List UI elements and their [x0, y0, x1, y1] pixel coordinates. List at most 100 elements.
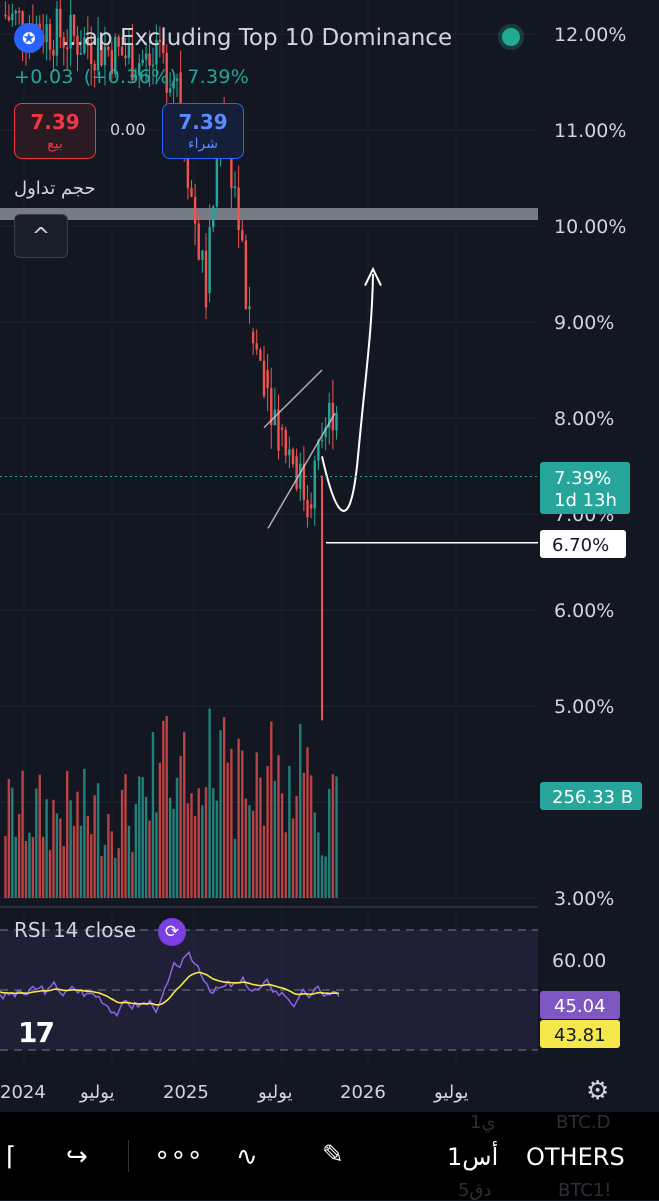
candle-body [144, 53, 148, 60]
volume-bar [291, 818, 295, 898]
candle-body [155, 39, 158, 65]
candle-body [175, 78, 179, 82]
buy-price: 7.39 [178, 110, 228, 134]
volume-bar [175, 777, 179, 898]
volume-bar [4, 836, 7, 898]
candle-body [193, 197, 197, 224]
candle-body [168, 88, 172, 93]
symbol-header[interactable]: ✪ ...ap Excluding Top 10 Dominance [14, 22, 534, 54]
logo-icon: ✪ [14, 23, 44, 53]
volume-bar [295, 795, 298, 898]
volume-bar [93, 795, 96, 898]
candle-body [59, 8, 62, 38]
candle-body [172, 81, 175, 89]
volume-bar [244, 798, 248, 898]
sell-button[interactable]: 7.39 بيع [14, 103, 96, 159]
volume-bar [76, 791, 79, 898]
volume-bar [165, 716, 168, 898]
settings-gear-icon[interactable]: ⚙ [586, 1076, 610, 1106]
symbol-button[interactable]: OTHERS [526, 1143, 625, 1171]
volume-bar [117, 848, 120, 898]
volume-bar [317, 832, 320, 898]
volume-bar [248, 805, 251, 898]
volume-bar [233, 838, 237, 898]
volume-bar [28, 832, 31, 898]
volume-bar [302, 772, 306, 898]
y-tick-label: 9.00% [554, 312, 614, 334]
volume-bar [65, 770, 69, 898]
volume-legend[interactable]: حجم تداول [14, 178, 96, 199]
candle-body [313, 460, 316, 509]
time-axis: 2024 يوليو 2025 يوليو 2026 يوليو [0, 1082, 469, 1103]
volume-bar [313, 812, 316, 898]
rsi-legend[interactable]: RSI 14 close [14, 918, 137, 942]
volume-bar [168, 797, 172, 898]
volume-bar [155, 812, 158, 898]
pen-icon[interactable]: ✎ [322, 1140, 344, 1170]
last-price-tag: 7.39%1d 13h [540, 462, 630, 514]
candle-body [90, 45, 93, 64]
volume-bar [208, 708, 211, 898]
more-icon[interactable]: ∘∘∘ [154, 1140, 203, 1170]
candle-body [124, 55, 127, 59]
change-pct: (+0.36%) [83, 66, 178, 88]
candle-body [114, 36, 117, 74]
candle-body [317, 440, 320, 461]
volume-bar [100, 856, 103, 898]
candle-body [48, 24, 52, 50]
volume-bar [7, 778, 11, 898]
volume-bar [96, 783, 100, 898]
ghost-interval-2: 5دق [458, 1180, 492, 1201]
buy-button[interactable]: 7.39 شراء [162, 103, 244, 159]
line-level-value: 6.70% [552, 535, 609, 556]
interval-button[interactable]: 1أس [447, 1143, 499, 1171]
volume-bar [222, 717, 226, 898]
channel-upper [263, 369, 323, 429]
candle-body [291, 449, 295, 465]
candle-body [93, 63, 96, 71]
volume-bar [11, 787, 14, 898]
indicators-icon[interactable]: ∿ [236, 1142, 258, 1172]
volume-bar [284, 832, 287, 898]
volume-bar [144, 796, 148, 898]
volume-tag [540, 782, 642, 810]
volume-bar [320, 855, 324, 898]
candle-body [320, 439, 324, 442]
rsi-line [0, 951, 340, 1018]
volume-bar [262, 825, 266, 898]
symbol-title[interactable]: ...ap Excluding Top 10 Dominance [62, 25, 453, 51]
candle-body [14, 11, 17, 14]
candle-body [11, 13, 14, 21]
drawings [0, 266, 538, 544]
chevron-up-icon[interactable]: ^ [14, 214, 68, 258]
rsi-settings-icon[interactable]: ⟳ [158, 918, 186, 946]
candle-body [131, 45, 134, 81]
volume-bar [114, 857, 117, 898]
ghost-symbol-1: BTC.D [556, 1112, 611, 1133]
candle-body [255, 343, 258, 350]
candle-body [4, 14, 7, 17]
bracket-icon[interactable]: ⌈ [6, 1142, 17, 1172]
candle-body [248, 306, 251, 309]
bottom-toolbar [0, 1112, 659, 1200]
redo-icon[interactable]: ↪ [66, 1142, 88, 1172]
volume-bar [259, 777, 262, 898]
volume-bar [59, 818, 62, 898]
change-line: +0.03 (+0.36%) 7.39% [14, 66, 259, 88]
candle-body [110, 50, 114, 74]
volume-bar [35, 788, 38, 898]
candle-body [237, 187, 240, 231]
y-tick-label: 5.00% [554, 696, 614, 718]
volume-bar [79, 825, 83, 898]
candle-body [259, 349, 262, 361]
volume-bar [134, 803, 138, 898]
volume-bar [251, 810, 255, 898]
buy-label: شراء [188, 136, 218, 152]
volume-bar [273, 780, 277, 898]
candle-body [79, 53, 83, 55]
volume-bar [52, 799, 55, 898]
candle-body [117, 36, 120, 47]
channel-lower [267, 412, 336, 529]
x-tick-label: 2024 [0, 1082, 46, 1103]
